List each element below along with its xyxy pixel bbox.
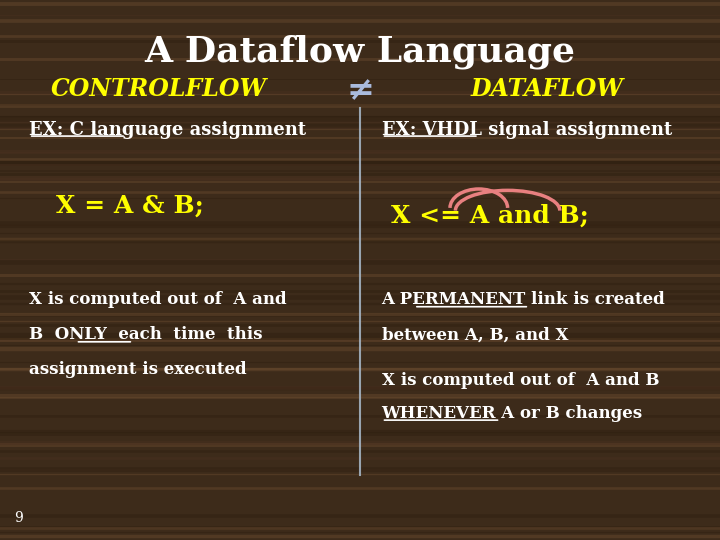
Text: EX: VHDL signal assignment: EX: VHDL signal assignment [382, 120, 672, 139]
Text: between A, B, and X: between A, B, and X [382, 326, 568, 343]
Text: A Dataflow Language: A Dataflow Language [145, 34, 575, 69]
Text: CONTROLFLOW: CONTROLFLOW [50, 77, 266, 101]
Text: DATAFLOW: DATAFLOW [471, 77, 624, 101]
Text: WHENEVER A or B changes: WHENEVER A or B changes [382, 404, 643, 422]
Text: EX: C language assignment: EX: C language assignment [29, 120, 306, 139]
Text: X is computed out of  A and B: X is computed out of A and B [382, 372, 659, 389]
Text: 9: 9 [14, 511, 23, 525]
Text: A PERMANENT link is created: A PERMANENT link is created [382, 291, 665, 308]
Text: X <= A and B;: X <= A and B; [391, 204, 588, 228]
Text: X is computed out of  A and: X is computed out of A and [29, 291, 287, 308]
Text: B  ONLY  each  time  this: B ONLY each time this [29, 326, 262, 343]
Text: ≠: ≠ [346, 73, 374, 107]
Text: assignment is executed: assignment is executed [29, 361, 246, 379]
Text: X = A & B;: X = A & B; [55, 193, 204, 217]
